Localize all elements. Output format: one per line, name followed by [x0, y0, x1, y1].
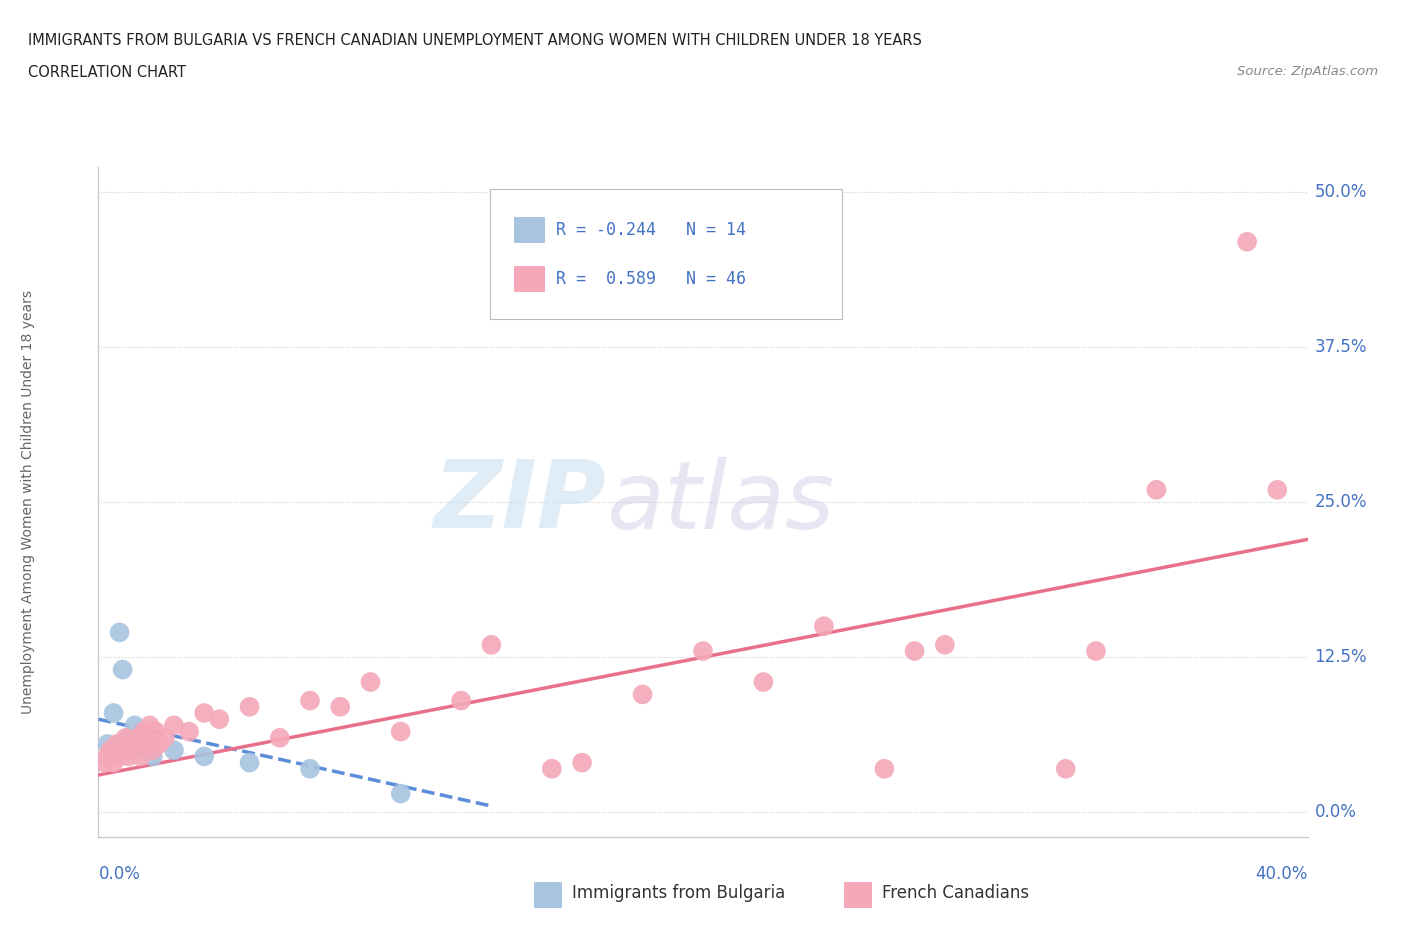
Point: [139, 718, 162, 733]
Point: [153, 730, 176, 745]
Point: [904, 644, 927, 658]
Point: [813, 618, 835, 633]
Text: Immigrants from Bulgaria: Immigrants from Bulgaria: [572, 884, 786, 902]
Point: [934, 637, 956, 652]
Point: [135, 743, 157, 758]
Point: [752, 674, 775, 689]
Point: [329, 699, 352, 714]
Point: [163, 743, 186, 758]
Point: [179, 724, 201, 739]
Point: [1085, 644, 1108, 658]
Point: [631, 687, 654, 702]
Text: 50.0%: 50.0%: [1315, 183, 1367, 201]
Point: [193, 749, 215, 764]
Point: [481, 637, 503, 652]
Point: [163, 718, 186, 733]
Point: [108, 749, 131, 764]
Point: [299, 693, 322, 708]
Text: 12.5%: 12.5%: [1315, 648, 1367, 666]
Point: [124, 718, 146, 733]
Point: [360, 674, 382, 689]
Point: [389, 786, 412, 801]
Point: [118, 730, 141, 745]
Point: [239, 755, 262, 770]
Point: [389, 724, 412, 739]
Point: [105, 737, 128, 751]
Text: ZIP: ZIP: [433, 457, 606, 548]
Text: French Canadians: French Canadians: [882, 884, 1029, 902]
Point: [142, 743, 165, 758]
Point: [873, 762, 896, 777]
Point: [193, 706, 215, 721]
Point: [692, 644, 714, 658]
Text: 37.5%: 37.5%: [1315, 339, 1367, 356]
Text: 0.0%: 0.0%: [98, 865, 141, 883]
Point: [96, 737, 118, 751]
Point: [571, 755, 593, 770]
Point: [299, 762, 322, 777]
Text: CORRELATION CHART: CORRELATION CHART: [28, 65, 186, 80]
Point: [1144, 483, 1167, 498]
Point: [103, 755, 125, 770]
Point: [129, 749, 152, 764]
Point: [540, 762, 562, 777]
Point: [114, 730, 136, 745]
Point: [135, 737, 157, 751]
Point: [118, 749, 141, 764]
Point: [450, 693, 472, 708]
Point: [1267, 483, 1289, 498]
Point: [96, 749, 118, 764]
Text: 25.0%: 25.0%: [1315, 493, 1367, 512]
Point: [111, 662, 134, 677]
Text: atlas: atlas: [606, 457, 835, 548]
Point: [145, 724, 167, 739]
Point: [208, 711, 231, 726]
Text: Source: ZipAtlas.com: Source: ZipAtlas.com: [1237, 65, 1378, 78]
Point: [127, 730, 149, 745]
Point: [100, 743, 122, 758]
Point: [269, 730, 291, 745]
Point: [1236, 234, 1258, 249]
Point: [108, 625, 131, 640]
Point: [111, 743, 134, 758]
Point: [132, 724, 155, 739]
Text: 0.0%: 0.0%: [1315, 804, 1357, 821]
Point: [129, 737, 152, 751]
Text: R =  0.589   N = 46: R = 0.589 N = 46: [557, 270, 747, 288]
Point: [1054, 762, 1077, 777]
Text: R = -0.244   N = 14: R = -0.244 N = 14: [557, 220, 747, 239]
Text: IMMIGRANTS FROM BULGARIA VS FRENCH CANADIAN UNEMPLOYMENT AMONG WOMEN WITH CHILDR: IMMIGRANTS FROM BULGARIA VS FRENCH CANAD…: [28, 33, 922, 47]
Point: [142, 749, 165, 764]
Point: [239, 699, 262, 714]
Text: 40.0%: 40.0%: [1256, 865, 1308, 883]
Text: Unemployment Among Women with Children Under 18 years: Unemployment Among Women with Children U…: [21, 290, 35, 714]
Point: [148, 737, 170, 751]
Point: [124, 743, 146, 758]
Point: [103, 706, 125, 721]
Point: [121, 737, 143, 751]
Point: [93, 755, 115, 770]
